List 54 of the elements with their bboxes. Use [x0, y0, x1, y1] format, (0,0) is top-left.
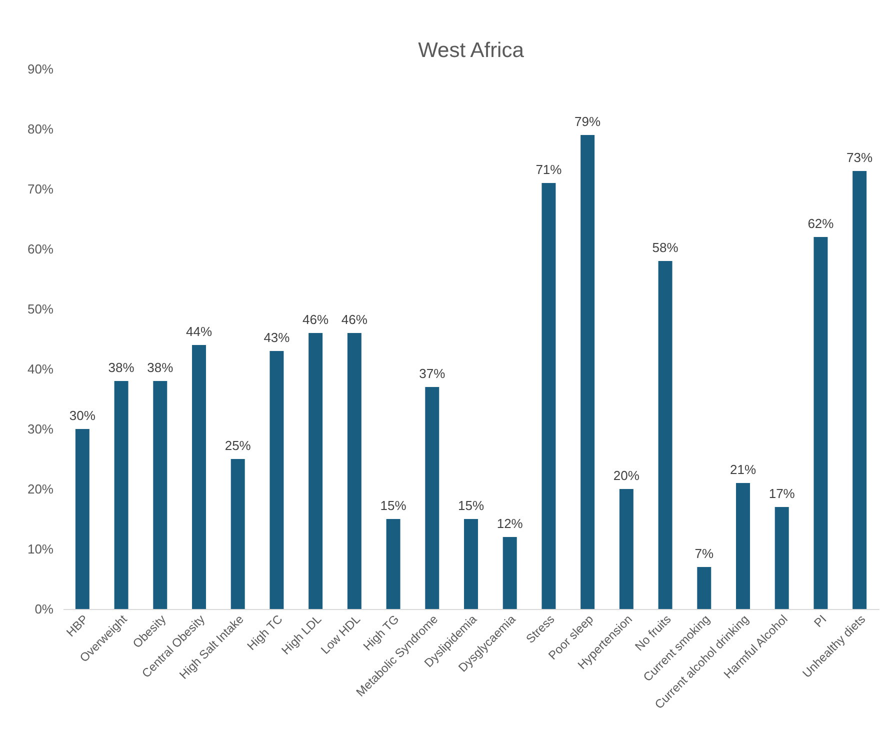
data-label: 7%	[694, 546, 714, 561]
data-label: 12%	[496, 516, 524, 531]
y-tick-label: 40%	[27, 362, 54, 376]
data-label: 38%	[108, 360, 135, 375]
y-tick-label: 90%	[27, 62, 54, 76]
data-label: 30%	[69, 408, 96, 423]
bar	[230, 459, 245, 609]
bar	[814, 237, 828, 609]
y-tick-label: 70%	[27, 182, 54, 196]
data-label: 73%	[846, 150, 874, 165]
x-tick-label: PI	[811, 612, 830, 630]
bar	[464, 519, 478, 609]
bar	[347, 333, 362, 609]
bar	[542, 183, 556, 609]
data-label: 46%	[341, 312, 368, 327]
y-tick-label: 10%	[27, 542, 54, 556]
bar	[658, 261, 672, 609]
data-label: 37%	[419, 366, 446, 381]
y-tick-label: 50%	[27, 302, 54, 316]
data-label: 71%	[536, 162, 562, 177]
data-label: 25%	[224, 438, 252, 453]
bar	[192, 345, 206, 609]
y-tick-label: 60%	[27, 242, 54, 256]
bar	[580, 135, 595, 609]
bar	[386, 519, 400, 609]
bar	[736, 483, 750, 609]
y-tick-label: 80%	[27, 122, 54, 136]
y-tick-label: 0%	[34, 602, 54, 616]
bar	[697, 567, 712, 609]
bar	[270, 351, 284, 609]
data-label: 43%	[264, 330, 290, 345]
bar	[619, 489, 634, 609]
y-tick-label: 30%	[27, 422, 54, 436]
data-label: 62%	[808, 216, 834, 231]
data-label: 46%	[302, 312, 330, 327]
bar	[852, 171, 867, 609]
data-label: 17%	[768, 486, 796, 501]
data-label: 38%	[147, 360, 174, 375]
bar	[153, 381, 168, 609]
bar	[774, 507, 789, 609]
y-tick-label: 20%	[27, 482, 54, 496]
data-label: 58%	[652, 240, 679, 255]
data-label: 21%	[730, 462, 756, 477]
bar	[114, 381, 128, 609]
chart-title: West Africa	[418, 39, 524, 62]
data-label: 15%	[380, 498, 407, 513]
data-label: 20%	[613, 468, 640, 483]
bar	[425, 387, 440, 609]
bar	[308, 333, 323, 609]
data-label: 44%	[186, 324, 212, 339]
bar	[75, 429, 90, 609]
data-label: 79%	[574, 114, 602, 129]
bar	[502, 537, 517, 609]
data-label: 15%	[458, 498, 484, 513]
